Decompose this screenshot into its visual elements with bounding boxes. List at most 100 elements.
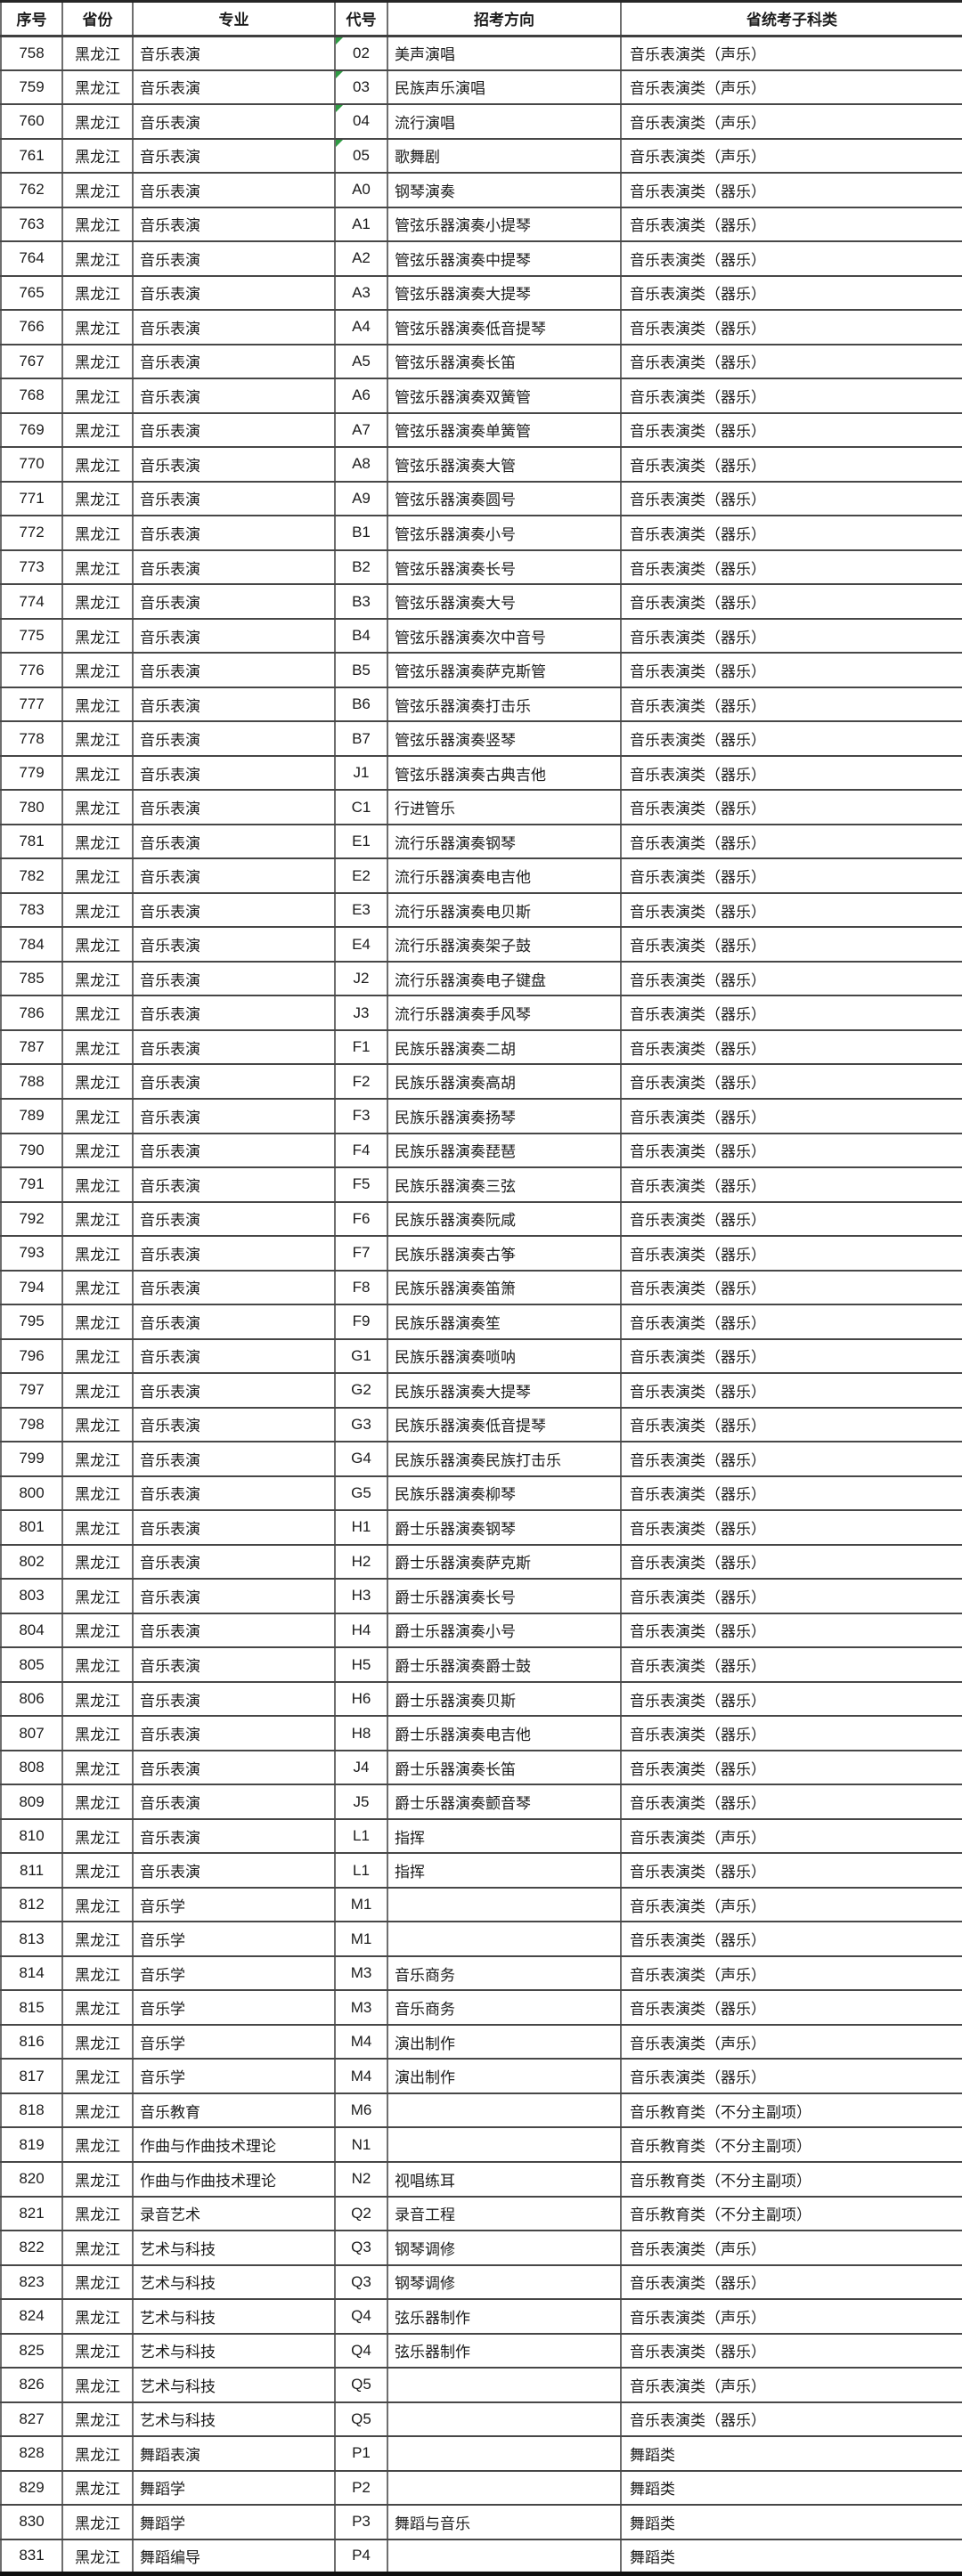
table-row: 758 黑龙江 音乐表演 02 美声演唱 音乐表演类（声乐） (0, 35, 962, 71)
cell-province: 黑龙江 (61, 1132, 134, 1169)
cell-province: 黑龙江 (61, 583, 134, 620)
cell-code: B7 (334, 720, 388, 757)
green-corner-marker-icon (337, 71, 343, 78)
cell-code: B6 (334, 686, 388, 723)
cell-category: 音乐表演类（器乐） (620, 1509, 962, 1546)
cell-direction: 钢琴调修 (387, 2263, 622, 2301)
table-row: 775 黑龙江 音乐表演 B4 管弦乐器演奏次中音号 音乐表演类（器乐） (0, 617, 962, 654)
cell-major: 音乐表演 (132, 1337, 336, 1375)
cell-major: 音乐表演 (132, 1441, 336, 1477)
cell-province: 黑龙江 (61, 1166, 134, 1203)
cell-major: 音乐学 (132, 1989, 336, 2026)
cell-direction: 爵士乐器演奏长号 (387, 1578, 622, 1614)
cell-seq: 799 (0, 1441, 63, 1477)
cell-code: B5 (334, 652, 388, 688)
cell-province: 黑龙江 (61, 35, 134, 71)
cell-code: A3 (334, 274, 388, 312)
cell-code: A6 (334, 378, 388, 414)
cell-code: B4 (334, 617, 388, 654)
cell-category: 音乐表演类（器乐） (620, 2263, 962, 2301)
table-row: 804 黑龙江 音乐表演 H4 爵士乐器演奏小号 音乐表演类（器乐） (0, 1612, 962, 1649)
cell-category: 音乐表演类（器乐） (620, 309, 962, 345)
cell-seq: 814 (0, 1954, 63, 1992)
cell-seq: 824 (0, 2298, 63, 2335)
table-row: 773 黑龙江 音乐表演 B2 管弦乐器演奏长号 音乐表演类（器乐） (0, 549, 962, 586)
cell-direction: 弦乐器制作 (387, 2298, 622, 2335)
cell-code: F4 (334, 1132, 388, 1169)
cell-seq: 787 (0, 1028, 63, 1066)
cell-code: H5 (334, 1646, 388, 1683)
cell-code: C1 (334, 789, 388, 825)
cell-code: N1 (334, 2126, 388, 2163)
cell-code: Q4 (334, 2332, 388, 2369)
cell-code: N2 (334, 2160, 388, 2198)
cell-province: 黑龙江 (61, 652, 134, 688)
cell-category: 音乐表演类（声乐） (620, 35, 962, 71)
cell-province: 黑龙江 (61, 137, 134, 175)
cell-direction: 管弦乐器演奏中提琴 (387, 240, 622, 277)
cell-category: 音乐表演类（器乐） (620, 891, 962, 929)
cell-category: 音乐表演类（器乐） (620, 1132, 962, 1169)
cell-seq: 790 (0, 1132, 63, 1169)
cell-major: 音乐学 (132, 2023, 336, 2060)
cell-category: 音乐表演类（器乐） (620, 480, 962, 517)
cell-direction (387, 1886, 622, 1923)
cell-code: M6 (334, 2092, 388, 2129)
cell-seq: 761 (0, 137, 63, 175)
table-row: 820 黑龙江 作曲与作曲技术理论 N2 视唱练耳 音乐教育类（不分主副项） (0, 2160, 962, 2198)
cell-code: P1 (334, 2435, 388, 2472)
cell-category: 音乐表演类（器乐） (620, 411, 962, 449)
cell-province: 黑龙江 (61, 2367, 134, 2403)
cell-direction: 管弦乐器演奏长号 (387, 549, 622, 586)
table-row: 791 黑龙江 音乐表演 F5 民族乐器演奏三弦 音乐表演类（器乐） (0, 1166, 962, 1203)
cell-code: H6 (334, 1680, 388, 1718)
cell-province: 黑龙江 (61, 2263, 134, 2301)
cell-seq: 826 (0, 2367, 63, 2403)
table-row: 823 黑龙江 艺术与科技 Q3 钢琴调修 音乐表演类（器乐） (0, 2263, 962, 2301)
cell-province: 黑龙江 (61, 2160, 134, 2198)
cell-direction (387, 1921, 622, 1957)
cell-seq: 794 (0, 1269, 63, 1306)
table-row: 830 黑龙江 舞蹈学 P3 舞蹈与音乐 舞蹈类 (0, 2504, 962, 2540)
cell-major: 音乐表演 (132, 378, 336, 414)
cell-major: 音乐表演 (132, 343, 336, 380)
cell-category: 舞蹈类 (620, 2435, 962, 2472)
cell-province: 黑龙江 (61, 617, 134, 654)
cell-code: H1 (334, 1509, 388, 1546)
cell-province: 黑龙江 (61, 343, 134, 380)
cell-seq: 809 (0, 1784, 63, 1820)
cell-province: 黑龙江 (61, 1680, 134, 1718)
cell-seq: 806 (0, 1680, 63, 1718)
table-row: 817 黑龙江 音乐学 M4 演出制作 音乐表演类（器乐） (0, 2058, 962, 2094)
cell-direction: 爵士乐器演奏爵士鼓 (387, 1646, 622, 1683)
column-header-seq: 序号 (0, 0, 63, 37)
table-row: 816 黑龙江 音乐学 M4 演出制作 音乐表演类（声乐） (0, 2023, 962, 2060)
cell-code: H2 (334, 1543, 388, 1581)
cell-category: 音乐表演类（器乐） (620, 754, 962, 792)
cell-seq: 810 (0, 1817, 63, 1855)
cell-direction: 民族乐器演奏唢呐 (387, 1337, 622, 1375)
cell-code: Q5 (334, 2367, 388, 2403)
cell-province: 黑龙江 (61, 686, 134, 723)
cell-category: 音乐表演类（器乐） (620, 240, 962, 277)
cell-direction: 民族声乐演唱 (387, 69, 622, 106)
cell-direction: 流行乐器演奏架子鼓 (387, 926, 622, 963)
cell-major: 音乐教育 (132, 2092, 336, 2129)
cell-major: 音乐表演 (132, 926, 336, 963)
cell-major: 音乐表演 (132, 1852, 336, 1889)
cell-seq: 815 (0, 1989, 63, 2026)
cell-direction: 流行乐器演奏钢琴 (387, 823, 622, 860)
cell-major: 舞蹈学 (132, 2469, 336, 2507)
table-row: 789 黑龙江 音乐表演 F3 民族乐器演奏扬琴 音乐表演类（器乐） (0, 1098, 962, 1134)
cell-major: 作曲与作曲技术理论 (132, 2126, 336, 2163)
cell-category: 音乐表演类（声乐） (620, 137, 962, 175)
green-corner-marker-icon (337, 140, 343, 147)
cell-category: 音乐表演类（器乐） (620, 206, 962, 243)
cell-province: 黑龙江 (61, 1954, 134, 1992)
table-row: 829 黑龙江 舞蹈学 P2 舞蹈类 (0, 2469, 962, 2507)
cell-code: Q3 (334, 2230, 388, 2266)
cell-direction: 歌舞剧 (387, 137, 622, 175)
cell-category: 音乐表演类（器乐） (620, 1921, 962, 1957)
cell-code: J3 (334, 995, 388, 1031)
cell-seq: 785 (0, 960, 63, 997)
